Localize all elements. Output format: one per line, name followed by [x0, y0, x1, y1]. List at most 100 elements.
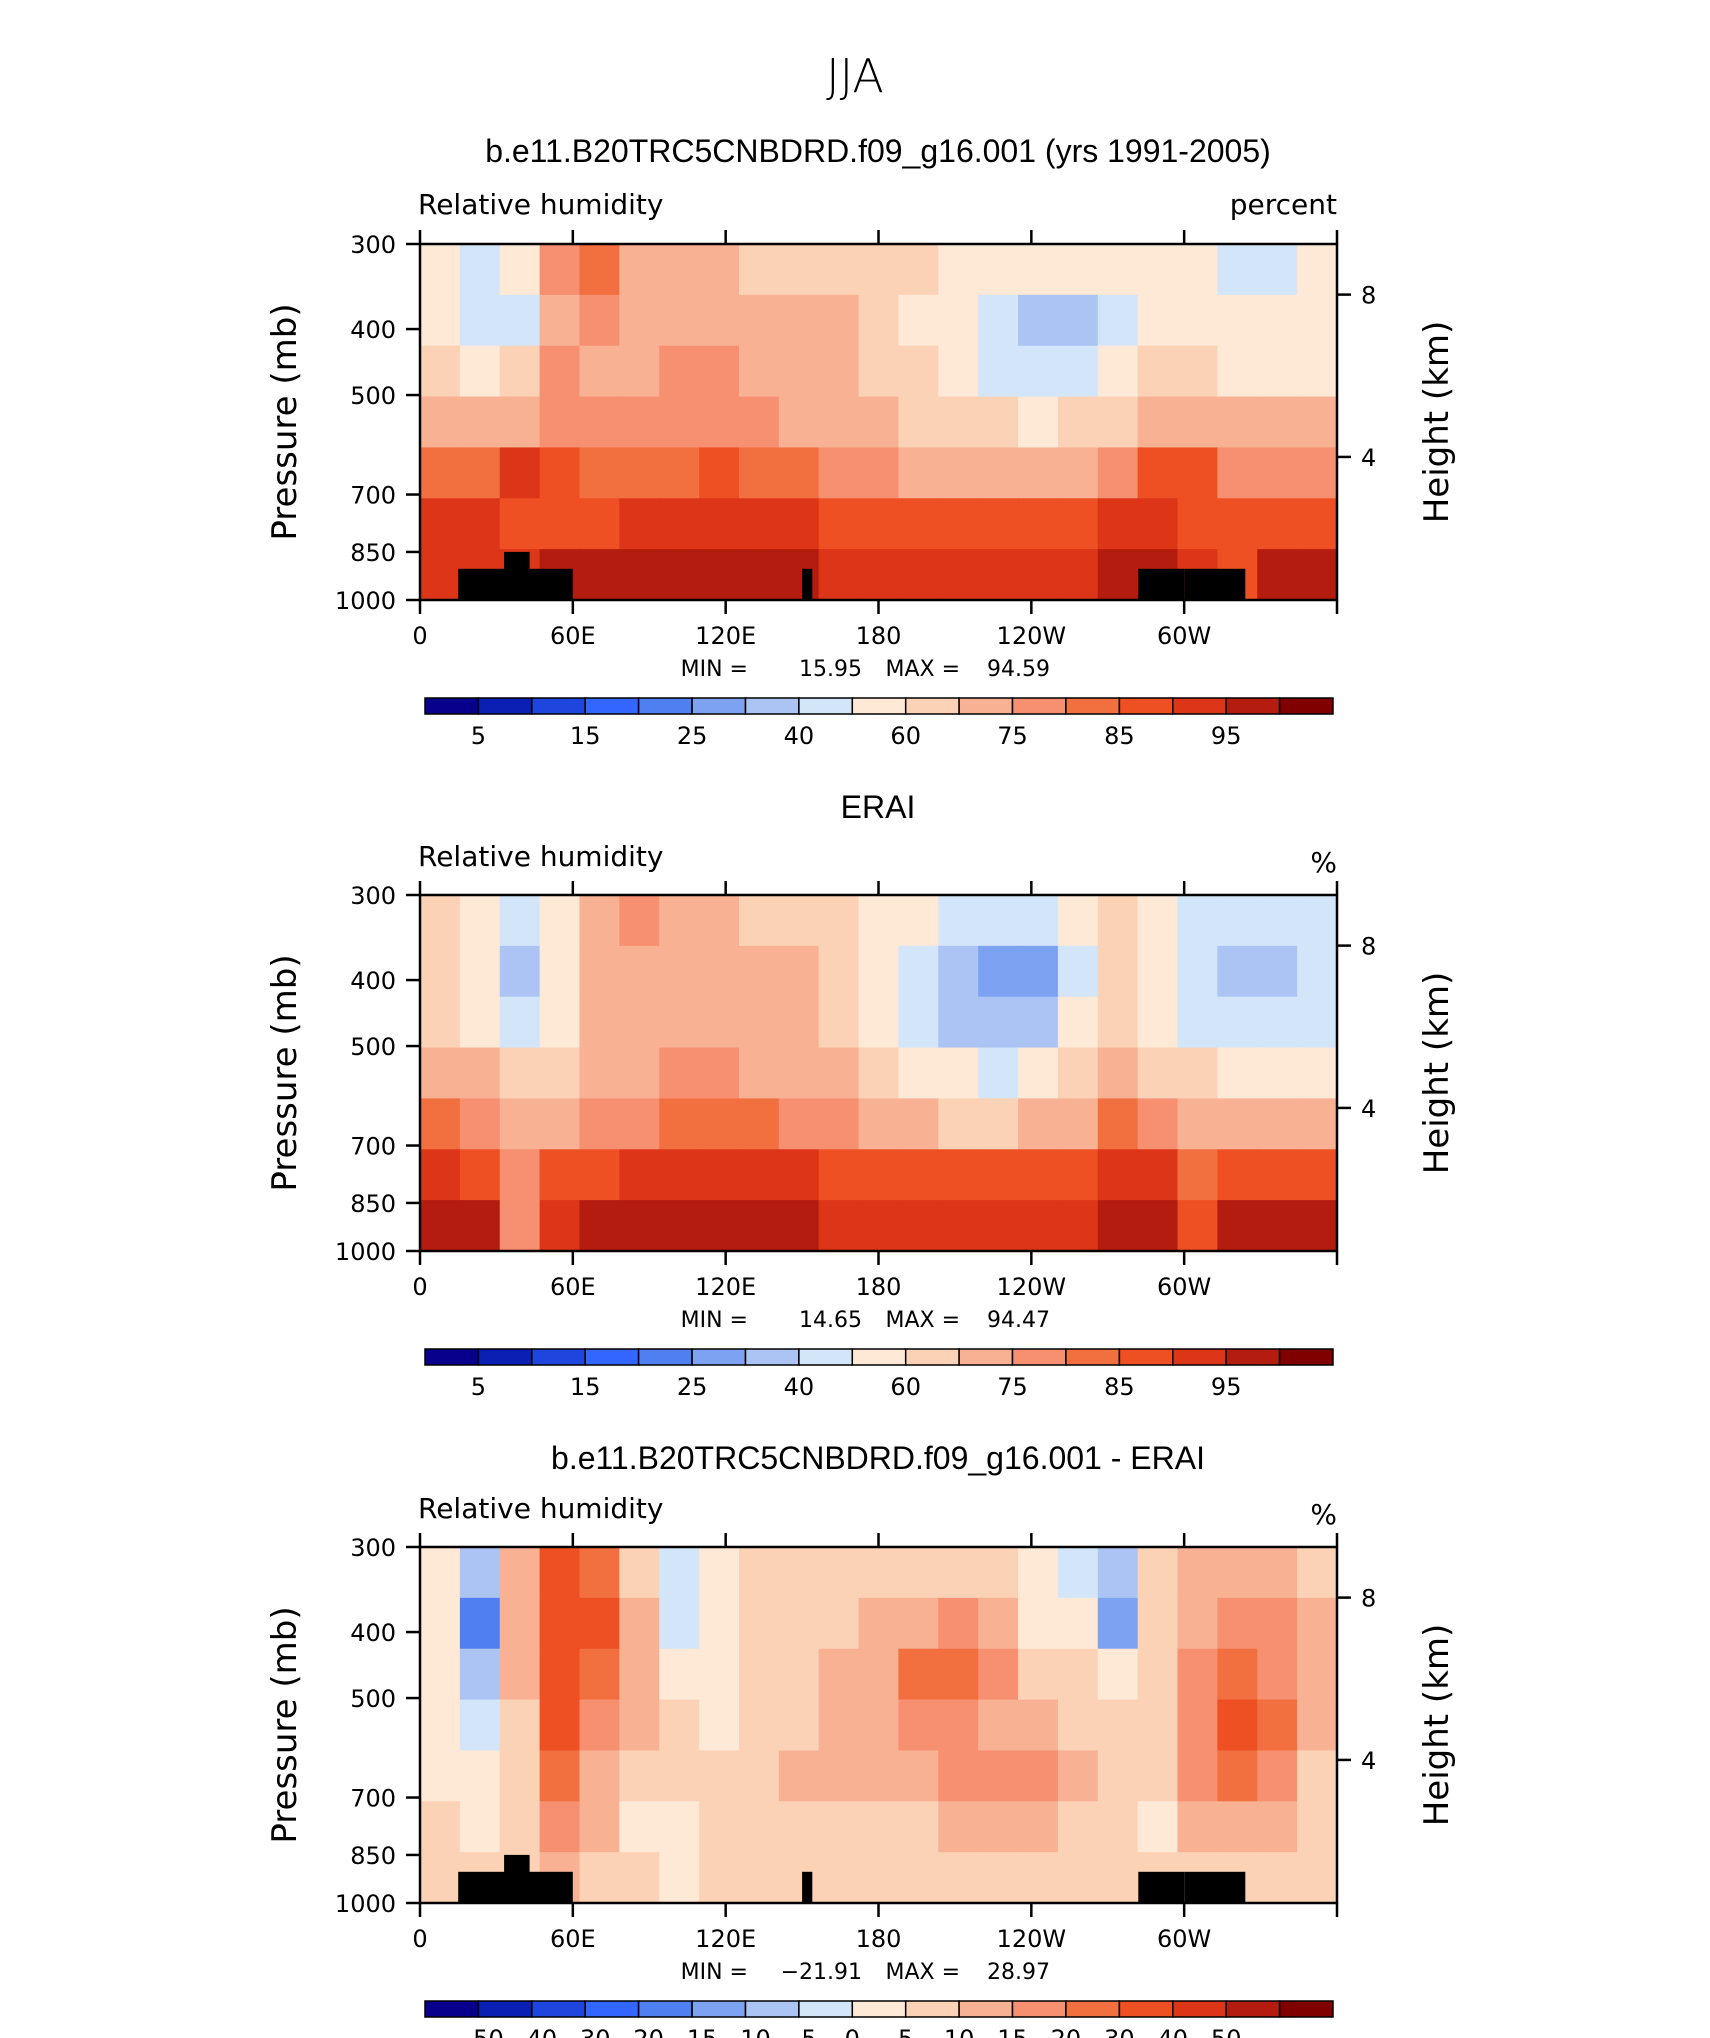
colorbar-box	[691, 697, 747, 715]
y-tick-label: 700	[350, 1785, 396, 1813]
field-cell	[1217, 1597, 1259, 1650]
field-cell	[858, 294, 900, 347]
y-tick-label: 300	[350, 231, 396, 259]
field-cell	[778, 549, 820, 601]
field-cell	[659, 244, 700, 296]
field-cell	[499, 895, 541, 947]
field-cell	[1257, 895, 1298, 947]
field-cell	[1177, 895, 1219, 947]
field-cell	[1257, 1547, 1298, 1599]
y-tick-label: 400	[350, 967, 396, 995]
field-cell	[459, 244, 501, 296]
field-cell	[1057, 1597, 1099, 1650]
field-cell	[778, 1648, 820, 1701]
field-cell	[1097, 447, 1139, 500]
field-cell	[1057, 1648, 1099, 1701]
field-cell	[1297, 945, 1338, 998]
colorbar-box	[851, 2000, 907, 2018]
field-cell	[1257, 294, 1298, 347]
field-cell	[898, 294, 940, 347]
field-cell	[539, 1098, 581, 1151]
colorbar-box	[904, 1348, 960, 1366]
field-cell	[539, 447, 581, 500]
terrain-block	[802, 568, 813, 600]
field-cell	[1297, 1047, 1338, 1100]
y-tick-label: 500	[350, 1033, 396, 1061]
field-cell	[1177, 996, 1219, 1049]
field-cell	[659, 1801, 700, 1853]
field-cell	[1297, 996, 1338, 1049]
field-cell	[978, 1597, 1019, 1650]
colorbar-box	[958, 1348, 1014, 1366]
field-cell	[858, 1200, 900, 1252]
field-cell	[1018, 945, 1059, 998]
field-cell	[619, 996, 661, 1049]
field-cell	[1097, 945, 1139, 998]
field-cell	[818, 895, 860, 947]
field-cell	[659, 945, 700, 998]
field-cell	[659, 1597, 700, 1650]
field-cell	[420, 1801, 461, 1853]
field-cell	[659, 1750, 700, 1803]
colorbar-box	[958, 2000, 1014, 2018]
field-cell	[1097, 549, 1139, 601]
field-cell	[499, 1547, 541, 1599]
field-cell	[699, 1098, 740, 1151]
field-cell	[499, 945, 541, 998]
field-cell	[738, 945, 780, 998]
colorbar-label: 85	[1104, 1373, 1135, 1401]
field-cell	[459, 1149, 501, 1201]
field-cell	[858, 1648, 900, 1701]
field-cell	[459, 1547, 501, 1599]
field-cell	[1177, 1648, 1219, 1701]
terrain-block	[529, 1871, 573, 1903]
field-cell	[938, 945, 979, 998]
field-cell	[778, 396, 820, 449]
field-cell	[1097, 345, 1139, 398]
field-cell	[659, 1699, 700, 1752]
field-cell	[1177, 1801, 1219, 1853]
colorbar-box	[744, 1348, 800, 1366]
colorbar-box	[1118, 697, 1174, 715]
field-cell	[1057, 447, 1099, 500]
field-cell	[420, 1547, 461, 1599]
field-cell	[659, 447, 700, 500]
field-cell	[778, 1200, 820, 1252]
field-cell	[420, 549, 461, 601]
max-label: MAX =	[885, 657, 960, 682]
field-cell	[699, 1801, 740, 1853]
field-cell	[420, 1648, 461, 1701]
field-cell	[938, 1149, 979, 1201]
colorbar-box	[584, 1348, 640, 1366]
colorbar-box	[531, 2000, 586, 2018]
field-cell	[1057, 396, 1099, 449]
field-cell	[978, 1200, 1019, 1252]
field-cell	[459, 1098, 501, 1151]
field-cell	[459, 1750, 501, 1803]
field-cell	[459, 1648, 501, 1701]
terrain-block	[1138, 1871, 1185, 1903]
field-cell	[1137, 1699, 1179, 1752]
field-cell	[1257, 1597, 1298, 1650]
y-tick-label: 400	[350, 1619, 396, 1647]
field-cell	[420, 396, 461, 449]
terrain-block	[529, 568, 573, 600]
min-label: MIN =	[681, 657, 748, 682]
field-cell	[778, 1699, 820, 1752]
x-tick-label: 180	[856, 622, 902, 650]
field-cell	[579, 996, 621, 1049]
field-cell	[1097, 1699, 1139, 1752]
x-tick-label: 0	[412, 1273, 427, 1301]
field-cell	[1297, 498, 1338, 550]
field-cell	[499, 396, 541, 449]
y2-tick-label: 4	[1361, 1095, 1376, 1123]
colorbar-box	[584, 2000, 640, 2018]
field-cell	[619, 549, 661, 601]
field-cell	[1217, 1098, 1259, 1151]
field-cell	[1297, 244, 1338, 296]
field-cell	[1297, 1149, 1338, 1201]
field-cell	[1097, 895, 1139, 947]
variable-label: Relative humidity	[418, 840, 663, 873]
field-cell	[938, 1750, 979, 1803]
colorbar-box	[744, 697, 800, 715]
